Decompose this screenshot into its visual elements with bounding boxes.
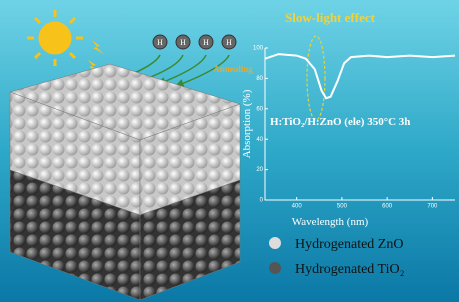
x-tick-label: 500 — [337, 204, 348, 210]
chart-title: Slow-light effect — [285, 10, 376, 25]
process-label: Annealing — [213, 64, 253, 74]
legend-swatch — [269, 262, 281, 274]
legend-label: Hydrogenated TiO₂ — [295, 262, 405, 277]
y-axis-label: Absorption (%) — [241, 89, 253, 158]
atom-label: H — [226, 38, 232, 47]
legend-swatch — [269, 237, 281, 249]
y-tick-label: 80 — [256, 76, 263, 82]
x-tick-label: 400 — [292, 204, 303, 210]
y-tick-label: 60 — [256, 106, 263, 112]
atom-label: H — [203, 38, 209, 47]
annotation: H:TiO₂/H:ZnO (ele) 350°C 3h — [270, 116, 410, 128]
x-tick-label: 700 — [427, 204, 438, 210]
y-tick-label: 20 — [256, 167, 263, 173]
atom-label: H — [180, 38, 186, 47]
x-axis-label: Wavelength (nm) — [292, 216, 369, 228]
graphical-abstract: 020406080100400500600700 Slow-light effe… — [0, 0, 459, 302]
legend-label: Hydrogenated ZnO — [295, 237, 403, 252]
atom-label: H — [157, 38, 163, 47]
y-tick-label: 40 — [256, 137, 263, 143]
x-tick-label: 600 — [382, 204, 393, 210]
y-tick-label: 100 — [253, 46, 264, 52]
cube — [10, 64, 240, 300]
